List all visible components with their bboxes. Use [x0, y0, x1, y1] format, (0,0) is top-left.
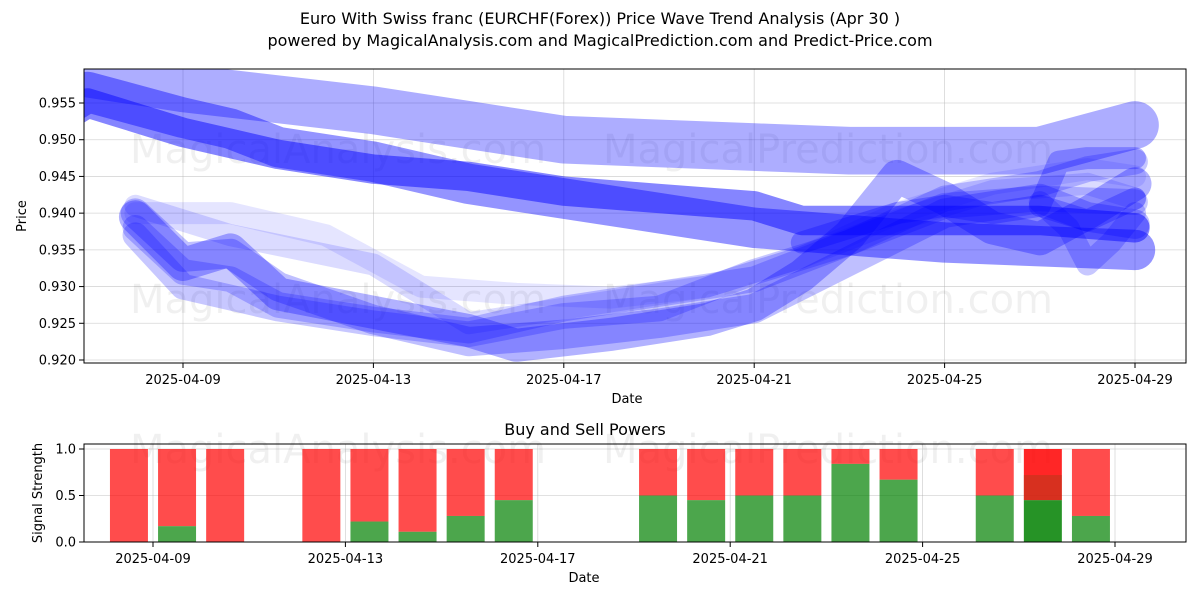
y-tick-label: 0.940 — [39, 207, 76, 222]
x-axis-label: Date — [568, 571, 599, 586]
buy-bar — [639, 495, 678, 542]
buy-bar — [735, 495, 774, 542]
sell-bar — [783, 449, 822, 496]
x-tick-label: 2025-04-29 — [1077, 552, 1153, 567]
buy-bar — [831, 463, 870, 542]
y-tick-label: 0.0 — [55, 536, 76, 551]
buy-bar — [975, 495, 1014, 542]
buy-bar — [350, 521, 389, 542]
buy-bar — [398, 531, 437, 542]
x-tick-label: 2025-04-13 — [308, 552, 384, 567]
x-tick-label: 2025-04-25 — [885, 552, 961, 567]
buy-bar — [494, 500, 533, 542]
y-tick-label: 0.955 — [39, 97, 76, 112]
chart-title-line1: Euro With Swiss franc (EURCHF(Forex)) Pr… — [299, 9, 901, 28]
x-tick-label: 2025-04-21 — [692, 552, 768, 567]
watermark: MagicalAnalysis.com — [130, 127, 546, 173]
y-tick-label: 0.930 — [39, 280, 76, 295]
chart-title-line2: powered by MagicalAnalysis.com and Magic… — [267, 31, 933, 50]
sell-bar — [302, 449, 341, 542]
overlap-bar — [1023, 475, 1062, 501]
subchart-title: Buy and Sell Powers — [504, 420, 666, 439]
watermark: MagicalAnalysis.com — [130, 277, 546, 323]
buy-bar — [687, 500, 726, 542]
wave-band-7 — [122, 148, 1148, 348]
sell-bar — [494, 449, 533, 501]
y-tick-label: 0.945 — [39, 170, 76, 185]
wave-band-4 — [118, 159, 1152, 362]
wave-band-8 — [124, 172, 1146, 335]
sell-bar — [350, 449, 389, 522]
wave-band-5 — [120, 183, 1150, 357]
x-tick-label: 2025-04-21 — [716, 373, 792, 388]
x-tick-label: 2025-04-13 — [336, 373, 412, 388]
sell-bar — [206, 449, 245, 542]
watermark: MagicalPrediction.com — [603, 277, 1053, 323]
x-tick-label: 2025-04-17 — [500, 552, 576, 567]
sell-bar — [1071, 449, 1110, 516]
wave-band-2 — [84, 71, 1156, 271]
y-tick-label: 0.950 — [39, 133, 76, 148]
sell-bar — [639, 449, 678, 496]
top-axes-frame — [83, 68, 1187, 364]
buy-sell-panel: Buy and Sell Powers 2025-04-09 2025-04-13 2… — [31, 420, 1187, 586]
y-axis-label: Price — [15, 200, 30, 232]
sell-bar — [735, 449, 774, 496]
wave-band-11 — [1028, 147, 1146, 217]
y-tick-label: 1.0 — [55, 443, 76, 458]
price-wave-panel: 2025-04-09 2025-04-13 2025-04-17 2025-04-21… — [15, 68, 1187, 407]
y-tick-label: 0.935 — [39, 243, 76, 258]
bottom-axes-frame — [83, 443, 1187, 543]
buy-bar — [879, 479, 918, 542]
x-tick-label: 2025-04-17 — [526, 373, 602, 388]
buy-bar — [783, 495, 822, 542]
x-axis-label: Date — [611, 392, 642, 407]
y-tick-label: 0.920 — [39, 354, 76, 369]
watermark: MagicalPrediction.com — [603, 127, 1053, 173]
sell-bar — [831, 449, 870, 464]
wave-band-6 — [122, 185, 1148, 344]
sell-bar — [879, 449, 918, 480]
x-tick-label: 2025-04-09 — [115, 552, 191, 567]
wave-band-10 — [790, 187, 1146, 254]
sell-bar — [687, 449, 726, 501]
wave-band-12 — [1028, 191, 1146, 276]
x-tick-label: 2025-04-09 — [145, 373, 221, 388]
wave-band-3 — [84, 88, 1150, 243]
y-tick-label: 0.5 — [55, 489, 76, 504]
wave-band-9 — [124, 158, 1146, 309]
sell-bar — [446, 449, 485, 516]
x-tick-label: 2025-04-29 — [1097, 373, 1173, 388]
wave-bands — [84, 69, 1159, 362]
wave-band-1 — [84, 69, 1159, 175]
sell-bar — [398, 449, 437, 532]
y-axis-label: Signal Strength — [31, 443, 46, 543]
sell-bar — [158, 449, 197, 527]
buy-bar — [158, 526, 197, 542]
x-tick-label: 2025-04-25 — [907, 373, 983, 388]
sell-bar — [109, 449, 148, 542]
buy-bar — [1071, 515, 1110, 542]
y-tick-label: 0.925 — [39, 317, 76, 332]
buy-bar — [1023, 500, 1062, 542]
sell-bar — [975, 449, 1014, 496]
sell-bar — [1023, 449, 1062, 501]
buy-bar — [446, 515, 485, 542]
